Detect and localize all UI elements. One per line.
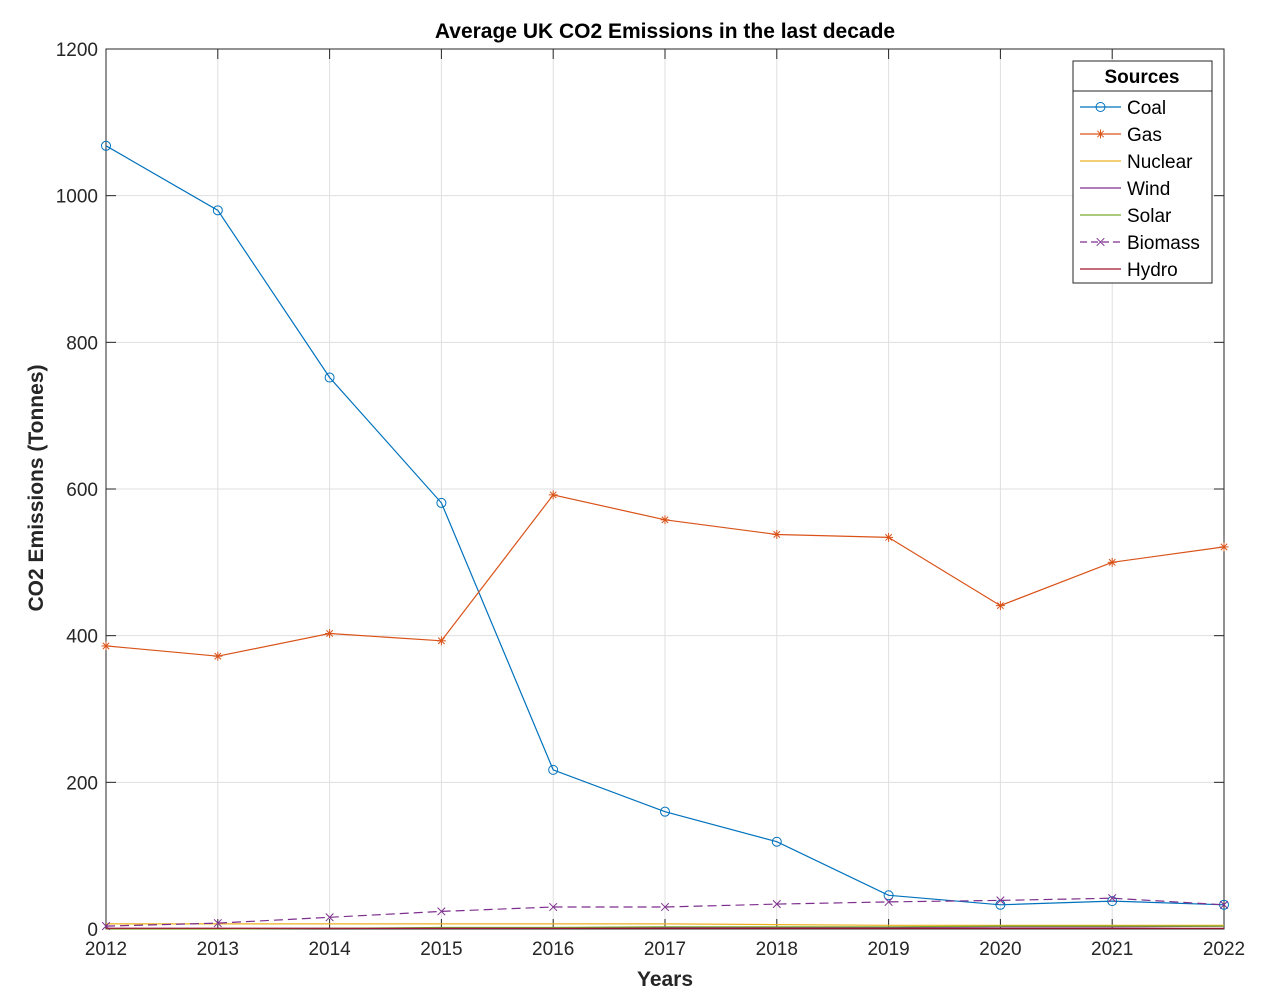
gas-point [884, 532, 894, 542]
x-tick-label: 2022 [1203, 939, 1245, 960]
series-lines [101, 140, 1229, 931]
biomass-point [325, 913, 334, 922]
x-tick-label: 2017 [644, 939, 686, 960]
gas-point [548, 490, 558, 500]
biomass-point [884, 897, 893, 907]
legend-label: Solar [1127, 206, 1172, 227]
coal-point [548, 764, 559, 775]
y-tick-label: 1200 [56, 40, 98, 61]
coal-point [436, 497, 447, 508]
legend-title: Sources [1105, 67, 1180, 88]
x-tick-label: 2016 [532, 939, 574, 960]
gas-point [1107, 557, 1117, 567]
legend-label: Biomass [1127, 233, 1200, 254]
biomass-point [437, 907, 446, 916]
legend-item-nuclear: Nuclear [1080, 152, 1193, 173]
biomass-point [660, 902, 670, 912]
biomass-point [549, 902, 558, 912]
x-tick-label: 2012 [85, 939, 127, 960]
gas-point [1219, 542, 1229, 552]
biomass-line [105, 897, 1225, 927]
gas-point [772, 529, 782, 539]
coal-point [212, 205, 223, 216]
x-tick-label: 2018 [756, 939, 798, 960]
coal-point [1107, 896, 1118, 907]
series-biomass [101, 894, 1229, 931]
coal-point [771, 836, 782, 847]
coal-point [883, 890, 894, 901]
biomass-point [213, 918, 222, 928]
y-axis-label: CO2 Emissions (Tonnes) [25, 365, 48, 612]
series-coal [101, 140, 1229, 910]
y-tick-label: 600 [66, 480, 98, 501]
gas-point [436, 636, 446, 646]
gridlines [105, 48, 1225, 930]
series-nuclear [106, 923, 1224, 926]
legend-item-solar: Solar [1080, 206, 1172, 227]
coal-point [324, 372, 335, 383]
x-tick-label: 2015 [420, 939, 462, 960]
legend-item-hydro: Hydro [1080, 260, 1178, 281]
gas-point [213, 651, 223, 661]
legend-item-biomass: Biomass [1080, 233, 1200, 254]
legend-label: Hydro [1127, 260, 1178, 281]
y-tick-label: 0 [87, 920, 98, 941]
y-tick-label: 400 [66, 627, 98, 648]
x-tick-label: 2020 [979, 939, 1021, 960]
gas-point [325, 628, 335, 638]
legend: Sources Coal Gas Nuclear Wind Solar Biomass Hy… [1072, 60, 1213, 284]
legend-label: Wind [1127, 179, 1170, 200]
axis-ticks: 2012 2013 2014 2015 2016 2017 2018 2019 2020 2021… [56, 40, 1245, 960]
gas-point [995, 601, 1005, 611]
gas-point [660, 515, 670, 525]
coal-point [101, 140, 111, 151]
y-tick-label: 200 [66, 773, 98, 794]
legend-item-wind: Wind [1080, 179, 1170, 200]
x-tick-label: 2021 [1091, 939, 1133, 960]
nuclear-line [106, 923, 1224, 926]
x-axis-label: Years [637, 968, 693, 991]
legend-box [1072, 60, 1213, 284]
biomass-point [1219, 900, 1229, 909]
x-tick-label: 2013 [197, 939, 239, 960]
x-tick-label: 2014 [308, 939, 351, 960]
coal-line [105, 145, 1225, 906]
biomass-point [1108, 894, 1117, 903]
legend-items: Coal Gas Nuclear Wind Solar Biomass Hydro [1080, 98, 1200, 281]
legend-marker [1096, 237, 1105, 247]
biomass-point [996, 896, 1005, 905]
legend-marker [1095, 102, 1106, 112]
legend-label: Nuclear [1127, 152, 1193, 173]
legend-item-coal: Coal [1080, 98, 1166, 119]
y-tick-label: 800 [66, 333, 98, 354]
legend-label: Coal [1127, 98, 1166, 119]
legend-label: Gas [1127, 125, 1162, 146]
coal-point [660, 806, 670, 817]
x-tick-label: 2019 [867, 939, 909, 960]
chart-title: Average UK CO2 Emissions in the last dec… [435, 20, 895, 43]
legend-marker [1096, 129, 1105, 139]
gas-point [101, 641, 111, 651]
y-tick-label: 1000 [56, 187, 98, 208]
biomass-point [772, 899, 781, 909]
legend-item-gas: Gas [1080, 125, 1162, 146]
series-gas [101, 490, 1229, 661]
